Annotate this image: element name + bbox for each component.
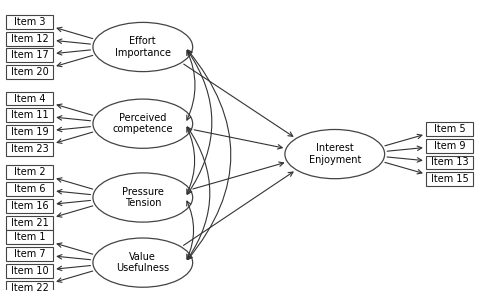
Text: Value
Usefulness: Value Usefulness xyxy=(116,252,170,273)
Text: Item 7: Item 7 xyxy=(14,249,46,259)
Text: Item 12: Item 12 xyxy=(10,34,48,44)
Text: Item 9: Item 9 xyxy=(434,141,465,151)
Text: Item 4: Item 4 xyxy=(14,93,46,103)
Text: Item 5: Item 5 xyxy=(434,124,466,134)
FancyBboxPatch shape xyxy=(6,230,54,244)
FancyBboxPatch shape xyxy=(6,125,54,139)
FancyBboxPatch shape xyxy=(6,199,54,213)
Text: Perceived
competence: Perceived competence xyxy=(112,113,173,134)
Text: Item 3: Item 3 xyxy=(14,17,46,27)
Ellipse shape xyxy=(93,173,192,222)
FancyBboxPatch shape xyxy=(6,142,54,156)
Text: Item 6: Item 6 xyxy=(14,184,46,194)
FancyBboxPatch shape xyxy=(6,108,54,122)
FancyBboxPatch shape xyxy=(6,49,54,62)
Ellipse shape xyxy=(93,99,192,148)
Text: Item 17: Item 17 xyxy=(10,50,48,60)
Ellipse shape xyxy=(93,22,192,72)
FancyBboxPatch shape xyxy=(6,65,54,79)
FancyBboxPatch shape xyxy=(6,247,54,261)
FancyBboxPatch shape xyxy=(426,172,473,186)
Text: Item 15: Item 15 xyxy=(430,174,469,184)
Text: Item 21: Item 21 xyxy=(10,218,48,228)
Text: Pressure
Tension: Pressure Tension xyxy=(122,187,164,208)
Text: Item 10: Item 10 xyxy=(11,266,49,276)
FancyBboxPatch shape xyxy=(426,122,473,136)
Text: Item 1: Item 1 xyxy=(14,233,46,243)
Text: Item 16: Item 16 xyxy=(11,201,49,211)
FancyBboxPatch shape xyxy=(6,15,54,29)
FancyBboxPatch shape xyxy=(6,166,54,179)
Text: Item 2: Item 2 xyxy=(14,167,46,177)
Text: Item 19: Item 19 xyxy=(11,127,49,137)
Text: Item 13: Item 13 xyxy=(430,158,469,168)
FancyBboxPatch shape xyxy=(6,264,54,278)
FancyBboxPatch shape xyxy=(426,156,473,169)
FancyBboxPatch shape xyxy=(6,182,54,196)
Ellipse shape xyxy=(93,238,192,287)
Text: Effort
Importance: Effort Importance xyxy=(115,36,171,58)
FancyBboxPatch shape xyxy=(6,32,54,46)
Text: Item 11: Item 11 xyxy=(11,110,49,120)
Text: Item 20: Item 20 xyxy=(10,67,48,77)
Ellipse shape xyxy=(285,129,384,179)
FancyBboxPatch shape xyxy=(6,91,54,106)
FancyBboxPatch shape xyxy=(426,139,473,153)
Text: Item 23: Item 23 xyxy=(10,144,48,154)
Text: Interest
Enjoyment: Interest Enjoyment xyxy=(308,143,361,165)
FancyBboxPatch shape xyxy=(6,281,54,294)
Text: Item 22: Item 22 xyxy=(10,283,48,293)
FancyBboxPatch shape xyxy=(6,216,54,230)
